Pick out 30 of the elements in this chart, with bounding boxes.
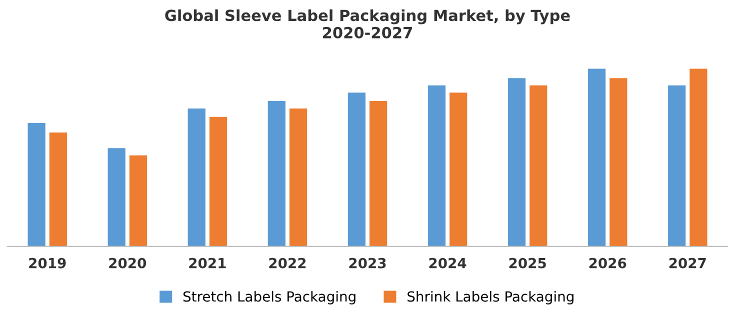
legend-label: Stretch Labels Packaging [183, 290, 356, 304]
bar [508, 78, 526, 246]
bar [108, 148, 126, 246]
bar [209, 116, 228, 246]
bar [348, 92, 366, 246]
bar [268, 101, 286, 246]
x-tick-label: 2021 [189, 258, 226, 268]
x-tick-label: 2026 [589, 258, 626, 268]
bar [129, 155, 148, 246]
x-tick-label: 2024 [429, 258, 466, 268]
bar [428, 85, 446, 246]
bar [588, 68, 606, 246]
x-tick-label: 2027 [669, 258, 706, 268]
x-tick-label: 2022 [269, 258, 306, 268]
bar [690, 68, 708, 246]
bar [49, 132, 67, 246]
chart-title: Global Sleeve Label Packaging Market, by Type 2020-2027 [165, 9, 570, 38]
bar [28, 123, 46, 246]
legend-label: Shrink Labels Packaging [408, 290, 574, 304]
x-tick-label: 2020 [109, 258, 146, 268]
x-tick-label: 2025 [509, 258, 546, 268]
bar [450, 92, 468, 246]
bar [370, 101, 388, 246]
bar [668, 85, 686, 246]
bar [610, 78, 628, 246]
bar [530, 85, 548, 246]
x-tick-label: 2023 [349, 258, 386, 268]
bar [188, 108, 206, 246]
x-tick-label: 2019 [29, 258, 66, 268]
bar [289, 108, 308, 246]
